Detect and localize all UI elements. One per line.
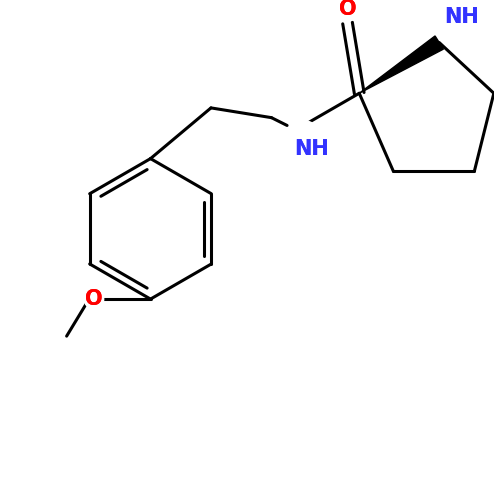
Text: NH: NH bbox=[444, 7, 479, 27]
Text: O: O bbox=[85, 289, 103, 309]
Polygon shape bbox=[359, 36, 444, 94]
Circle shape bbox=[288, 120, 320, 152]
Text: O: O bbox=[338, 0, 356, 20]
Text: O: O bbox=[85, 289, 103, 309]
Circle shape bbox=[336, 0, 359, 21]
Text: NH: NH bbox=[444, 7, 479, 27]
Circle shape bbox=[438, 8, 468, 38]
Circle shape bbox=[84, 290, 103, 309]
Text: O: O bbox=[338, 0, 356, 20]
Text: NH: NH bbox=[294, 139, 328, 159]
Text: NH: NH bbox=[294, 139, 328, 159]
